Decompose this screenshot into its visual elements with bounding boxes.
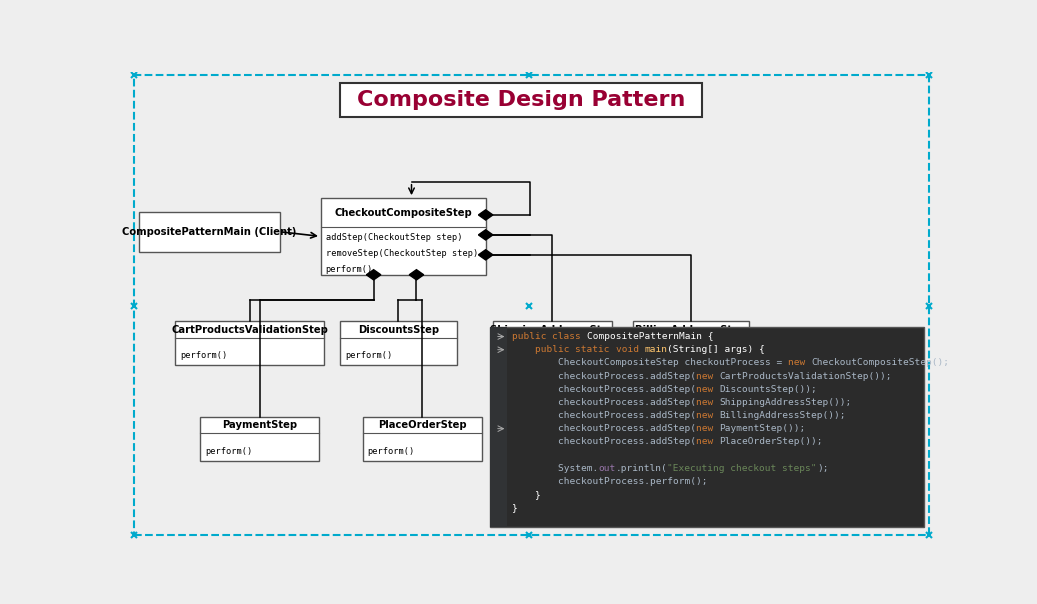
Text: CompositePatternMain {: CompositePatternMain { — [587, 332, 713, 341]
Text: ShippingAddressStep());: ShippingAddressStep()); — [720, 398, 851, 407]
Text: perform(): perform() — [345, 352, 392, 361]
Text: DiscountsStep());: DiscountsStep()); — [720, 385, 817, 394]
Text: new: new — [696, 424, 720, 433]
Text: checkoutProcess.addStep(: checkoutProcess.addStep( — [512, 424, 696, 433]
Text: checkoutProcess.addStep(: checkoutProcess.addStep( — [512, 437, 696, 446]
Text: new: new — [696, 385, 720, 394]
Text: addStep(CheckoutStep step): addStep(CheckoutStep step) — [326, 233, 463, 242]
Text: class: class — [553, 332, 587, 341]
Text: CartProductsValidationStep());: CartProductsValidationStep()); — [720, 371, 892, 381]
Text: new: new — [696, 371, 720, 381]
Text: }: } — [512, 503, 517, 512]
Text: void: void — [616, 345, 644, 354]
Text: perform(): perform() — [367, 447, 415, 456]
Bar — [320, 198, 485, 275]
Text: BillingAddress Step: BillingAddress Step — [636, 325, 747, 335]
Text: CheckoutCompositeStep: CheckoutCompositeStep — [334, 208, 472, 217]
Text: checkoutProcess.addStep(: checkoutProcess.addStep( — [512, 398, 696, 407]
Text: perform(): perform() — [326, 265, 373, 274]
Bar — [633, 321, 750, 365]
Text: .println(: .println( — [616, 464, 668, 472]
Bar — [489, 327, 924, 527]
Text: perform(): perform() — [638, 352, 684, 361]
Text: main: main — [644, 345, 668, 354]
Text: public: public — [512, 332, 553, 341]
Text: static: static — [576, 345, 616, 354]
Bar — [493, 321, 612, 365]
Text: }: } — [512, 490, 541, 499]
Bar — [363, 417, 481, 461]
Polygon shape — [478, 210, 493, 220]
Text: ShippingAddress Step: ShippingAddress Step — [489, 325, 615, 335]
Polygon shape — [366, 269, 381, 280]
Text: (String[] args) {: (String[] args) { — [668, 345, 765, 354]
Bar — [200, 417, 319, 461]
Text: checkoutProcess.perform();: checkoutProcess.perform(); — [512, 477, 707, 486]
Bar — [340, 321, 456, 365]
Bar — [340, 83, 702, 117]
Text: CompositePatternMain (Client): CompositePatternMain (Client) — [122, 226, 297, 237]
Text: new: new — [788, 358, 811, 367]
Polygon shape — [478, 249, 493, 260]
Text: perform(): perform() — [205, 447, 252, 456]
Text: perform(): perform() — [498, 352, 545, 361]
Polygon shape — [410, 269, 424, 280]
Text: perform(): perform() — [180, 352, 227, 361]
Text: System.: System. — [512, 464, 598, 472]
Text: checkoutProcess.addStep(: checkoutProcess.addStep( — [512, 371, 696, 381]
Text: CartProductsValidationStep: CartProductsValidationStep — [171, 325, 329, 335]
Text: new: new — [696, 437, 720, 446]
Text: out: out — [598, 464, 616, 472]
Text: removeStep(CheckoutStep step): removeStep(CheckoutStep step) — [326, 249, 478, 258]
Text: PlaceOrderStep: PlaceOrderStep — [377, 420, 467, 430]
Text: PlaceOrderStep());: PlaceOrderStep()); — [720, 437, 822, 446]
Bar — [175, 321, 325, 365]
Bar — [139, 212, 280, 251]
Text: BillingAddressStep());: BillingAddressStep()); — [720, 411, 846, 420]
Text: CheckoutCompositeStep();: CheckoutCompositeStep(); — [811, 358, 949, 367]
Text: CheckoutCompositeStep checkoutProcess =: CheckoutCompositeStep checkoutProcess = — [512, 358, 788, 367]
Bar — [489, 327, 507, 527]
Text: Composite Design Pattern: Composite Design Pattern — [357, 90, 685, 110]
Polygon shape — [478, 230, 493, 240]
Text: DiscountsStep: DiscountsStep — [358, 325, 439, 335]
Text: new: new — [696, 398, 720, 407]
Text: public: public — [512, 345, 576, 354]
Text: );: ); — [817, 464, 829, 472]
Text: checkoutProcess.addStep(: checkoutProcess.addStep( — [512, 385, 696, 394]
Text: PaymentStep: PaymentStep — [222, 420, 298, 430]
Text: new: new — [696, 411, 720, 420]
Text: checkoutProcess.addStep(: checkoutProcess.addStep( — [512, 411, 696, 420]
Text: "Executing checkout steps": "Executing checkout steps" — [668, 464, 817, 472]
Text: PaymentStep());: PaymentStep()); — [720, 424, 806, 433]
